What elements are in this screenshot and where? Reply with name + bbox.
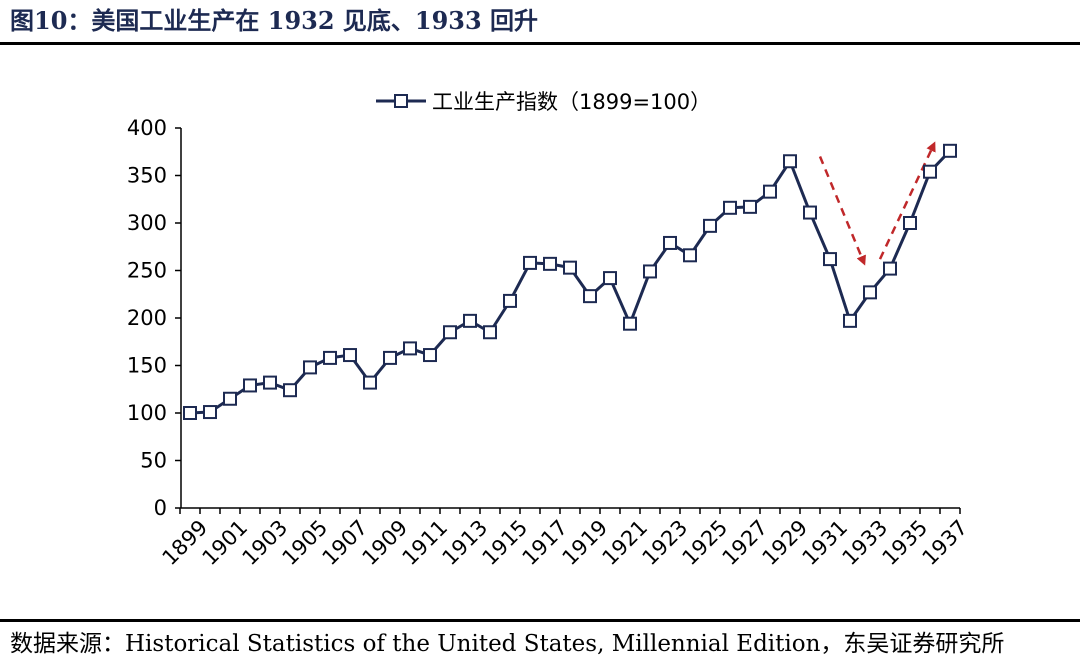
x-tick-label: 1921 — [598, 515, 653, 570]
data-point-marker — [283, 383, 297, 398]
x-tick-label: 1901 — [198, 515, 253, 570]
x-tick-label: 1911 — [398, 515, 453, 570]
legend: 工业生产指数（1899=100） — [376, 90, 711, 114]
x-tick-label: 1913 — [438, 515, 493, 570]
data-point-marker — [203, 405, 217, 420]
data-point-marker — [943, 143, 957, 158]
data-point-marker — [923, 164, 937, 179]
data-point-marker — [643, 264, 657, 279]
data-point-marker — [183, 406, 197, 420]
legend-label: 工业生产指数（1899=100） — [432, 90, 711, 114]
data-point-marker — [603, 271, 617, 286]
data-point-marker — [243, 378, 257, 393]
x-tick-label: 1931 — [798, 515, 853, 570]
data-point-marker — [223, 391, 237, 406]
data-point-marker — [883, 261, 897, 276]
data-point-marker — [703, 218, 717, 233]
data-point-marker — [423, 348, 437, 363]
y-tick-label: 200 — [127, 306, 167, 330]
data-point-marker — [663, 235, 677, 250]
annotation-arrow — [878, 141, 936, 260]
data-point-marker — [483, 325, 497, 340]
data-point-marker — [403, 341, 417, 356]
y-tick-label: 250 — [127, 259, 167, 283]
y-tick-label: 0 — [154, 496, 167, 520]
industrial-production-chart: 0 50 100 150 200 250 300 350 400 1899190119031905… — [127, 90, 972, 570]
data-point-marker — [263, 375, 277, 390]
x-tick-label: 1899 — [158, 515, 213, 570]
bottom-rule — [0, 619, 1080, 622]
x-tick-label: 1905 — [278, 515, 333, 570]
data-point-marker — [463, 313, 477, 328]
data-point-marker — [563, 260, 577, 275]
x-tick-label: 1903 — [238, 515, 293, 570]
annotation-arrow — [818, 156, 866, 266]
data-point-marker — [623, 316, 637, 331]
x-tick-label: 1937 — [918, 515, 973, 570]
data-point-marker — [863, 285, 877, 300]
x-tick-label: 1933 — [838, 515, 893, 570]
data-point-marker — [903, 216, 917, 230]
x-tick-label: 1925 — [678, 515, 733, 570]
x-tick-label: 1929 — [758, 515, 813, 570]
y-tick-label: 350 — [127, 164, 167, 188]
y-tick-label: 50 — [140, 449, 167, 473]
data-point-marker — [683, 248, 697, 263]
data-point-marker — [363, 375, 377, 390]
y-tick-label: 300 — [127, 211, 167, 235]
data-point-marker — [323, 350, 337, 365]
data-point-marker — [783, 154, 797, 169]
series-industrial-production — [183, 143, 957, 420]
data-source-note: 数据来源：Historical Statistics of the United… — [10, 631, 1005, 657]
x-tick-label: 1907 — [318, 515, 373, 570]
x-tick-label: 1915 — [478, 515, 533, 570]
axes: 0 50 100 150 200 250 300 350 400 1899190119031905… — [127, 116, 972, 570]
data-point-marker — [823, 252, 837, 267]
data-point-marker — [743, 199, 757, 214]
y-tick-label: 100 — [127, 401, 167, 425]
data-point-marker — [343, 348, 357, 363]
x-tick-label: 1917 — [518, 515, 573, 570]
data-point-marker — [383, 350, 397, 365]
data-point-marker — [843, 313, 857, 328]
x-tick-label: 1909 — [358, 515, 413, 570]
x-tick-label: 1927 — [718, 515, 773, 570]
top-rule — [0, 42, 1080, 45]
data-point-marker — [803, 205, 817, 220]
data-point-marker — [443, 325, 457, 340]
annotations — [818, 141, 936, 266]
y-tick-label: 400 — [127, 116, 167, 140]
data-point-marker — [543, 256, 557, 271]
x-tick-label: 1935 — [878, 515, 933, 570]
y-tick-label: 150 — [127, 354, 167, 378]
figure-title: 图10：美国工业生产在 1932 见底、1933 回升 — [10, 6, 539, 35]
data-point-marker — [583, 289, 597, 304]
data-point-marker — [303, 360, 317, 375]
x-tick-label: 1923 — [638, 515, 693, 570]
x-tick-label: 1919 — [558, 515, 613, 570]
data-point-marker — [763, 184, 777, 199]
legend-marker-swatch — [394, 94, 408, 108]
data-point-marker — [523, 255, 537, 270]
data-point-marker — [503, 293, 517, 308]
data-point-marker — [723, 200, 737, 215]
